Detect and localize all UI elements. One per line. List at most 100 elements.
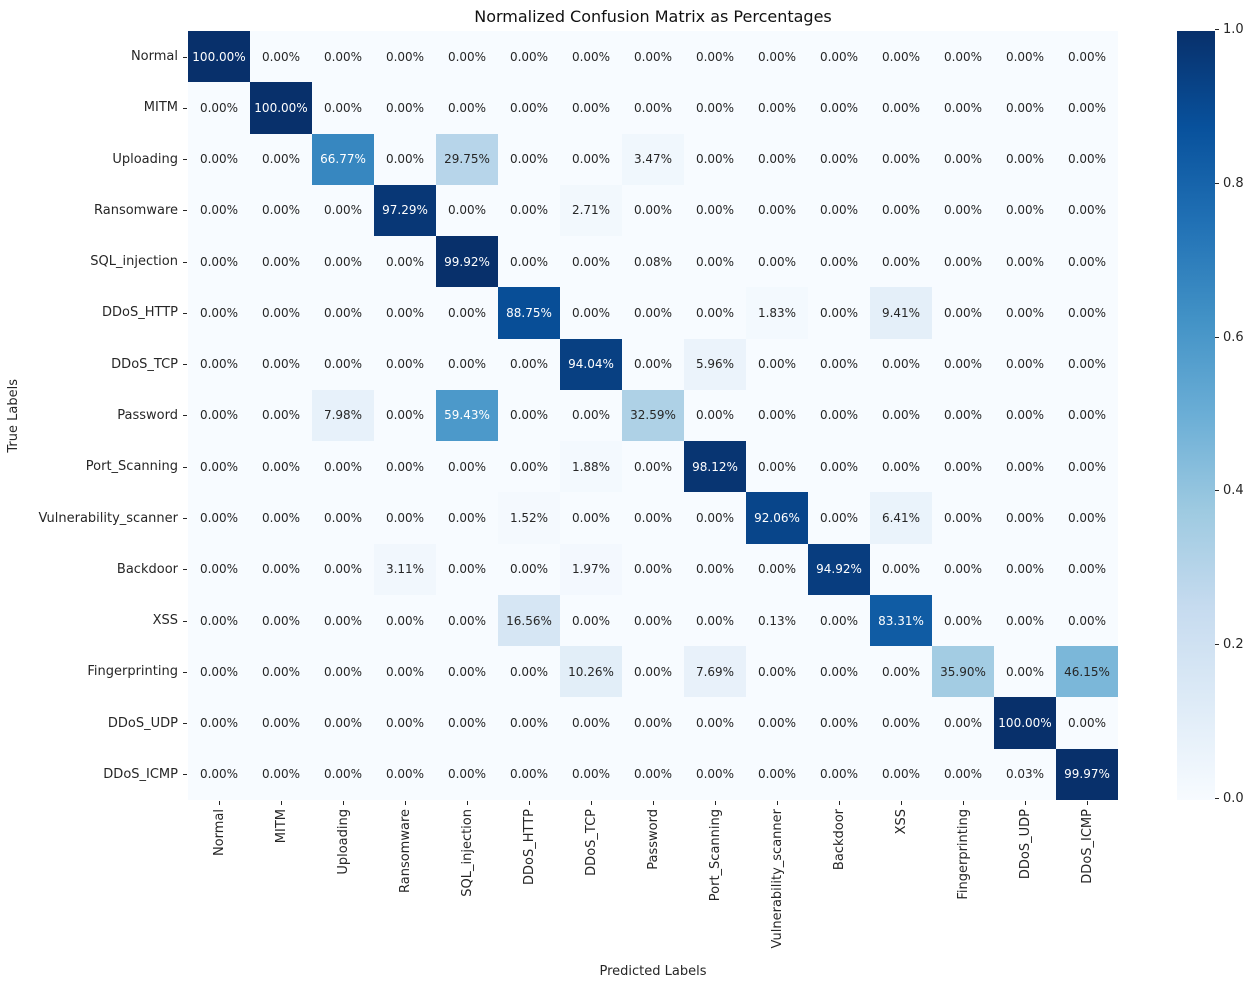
matrix-cell: 0.00% [250,184,312,237]
y-tick-label: SQL_injection [0,236,188,287]
matrix-cell: 0.00% [622,697,684,749]
matrix-cell: 0.00% [188,82,250,134]
matrix-cell: 0.00% [808,441,870,493]
matrix-cell: 0.00% [684,31,746,83]
matrix-cell: 0.00% [808,594,870,647]
x-tick-label: DDoS_UDP [994,800,1056,965]
matrix-cell: 0.00% [808,184,870,237]
matrix-cell: 0.00% [250,646,312,698]
matrix-cell: 0.00% [374,697,436,749]
matrix-cell: 0.00% [436,31,498,83]
y-tick-label: XSS [0,595,188,646]
matrix-cell: 0.00% [498,184,560,237]
matrix-cell: 0.00% [312,236,374,288]
matrix-cell: 0.00% [684,748,746,800]
matrix-cell: 0.00% [684,287,746,339]
matrix-cell: 5.96% [684,338,746,390]
matrix-cell: 0.00% [188,697,250,749]
matrix-cell: 0.00% [312,184,374,237]
matrix-cell: 0.00% [746,646,808,698]
matrix-cell: 0.00% [188,133,250,185]
matrix-cell: 0.00% [870,184,932,237]
matrix-cell: 0.00% [684,236,746,288]
colorbar-tick-text: 1.0 [1223,22,1244,37]
matrix-cell: 0.00% [870,441,932,493]
matrix-cell: 0.00% [746,133,808,185]
matrix-cell: 32.59% [622,389,684,442]
matrix-cell: 0.00% [994,389,1056,442]
y-tick-label: MITM [0,82,188,133]
matrix-cell: 0.00% [932,82,994,134]
matrix-cell: 0.00% [498,338,560,390]
x-tick-label: DDoS_HTTP [498,800,560,965]
matrix-cell: 0.00% [932,748,994,800]
matrix-cell: 0.00% [684,543,746,595]
matrix-cell: 0.00% [808,697,870,749]
y-tick-label: Ransomware [0,185,188,236]
colorbar-tick-mark [1215,336,1219,338]
x-axis-tick-labels: Normal MITM Uploading Ransomware SQL_injecti… [188,800,1118,965]
matrix-cell: 0.00% [870,543,932,595]
matrix-cell: 0.00% [250,287,312,339]
colorbar-tick-mark [1215,798,1219,799]
y-tick-label: Vulnerability_scanner [0,492,188,543]
matrix-cell: 83.31% [870,594,932,647]
matrix-cell: 0.00% [684,184,746,237]
matrix-cell: 0.00% [498,646,560,698]
x-tick-label: DDoS_ICMP [1056,800,1118,965]
matrix-cell: 0.00% [188,748,250,800]
matrix-cell: 0.00% [994,82,1056,134]
matrix-cell: 0.00% [870,697,932,749]
colorbar-tick: 0.8 [1215,176,1244,191]
colorbar-tick-mark [1215,182,1219,184]
matrix-cell: 0.00% [498,31,560,83]
matrix-cell: 92.06% [746,492,808,544]
colorbar-tick-text: 0.6 [1223,329,1244,345]
colorbar-tick-text: 0.4 [1223,483,1244,499]
matrix-cell: 9.41% [870,287,932,339]
matrix-cell: 0.00% [622,748,684,800]
matrix-cell: 0.00% [312,748,374,800]
x-tick-label: Ransomware [374,800,436,965]
matrix-cell: 98.12% [684,441,746,493]
matrix-cell: 0.00% [932,697,994,749]
colorbar-tick-mark [1215,644,1219,646]
matrix-cell: 0.03% [994,748,1056,800]
colorbar-tick: 0.2 [1215,637,1244,652]
x-axis-title: Predicted Labels [599,964,707,979]
matrix-cell: 0.00% [374,441,436,493]
matrix-cell: 0.00% [560,236,622,288]
matrix-cell: 0.00% [932,389,994,442]
matrix-cell: 0.00% [188,389,250,442]
matrix-cell: 0.08% [622,236,684,288]
matrix-cell: 7.69% [684,646,746,698]
matrix-cell: 0.00% [808,338,870,390]
matrix-cell: 0.00% [250,338,312,390]
colorbar-tick-labels: 1.0 0.8 0.6 0.4 0.2 0.0 [1215,22,1256,806]
matrix-cell: 0.00% [994,133,1056,185]
matrix-cell: 0.00% [374,236,436,288]
matrix-cell: 0.00% [994,338,1056,390]
y-axis-tick-labels: Normal MITM Uploading Ransomware SQL_injecti… [0,31,188,800]
y-tick-label: Port_Scanning [0,441,188,492]
matrix-cell: 0.00% [932,236,994,288]
matrix-cell: 0.00% [932,31,994,83]
matrix-cell: 16.56% [498,594,560,647]
matrix-cell: 0.00% [498,389,560,442]
matrix-cell: 0.00% [622,594,684,647]
matrix-cell: 35.90% [932,646,994,698]
matrix-cell: 0.00% [870,646,932,698]
matrix-cell: 0.00% [560,492,622,544]
matrix-cell: 0.00% [498,441,560,493]
y-tick-label: Normal [0,31,188,82]
matrix-cell: 0.00% [498,543,560,595]
matrix-cell: 0.00% [560,697,622,749]
matrix-cell: 0.00% [1056,389,1118,442]
matrix-cell: 0.00% [312,441,374,493]
matrix-cell: 0.00% [560,82,622,134]
colorbar-tick: 0.0 [1215,791,1244,806]
x-tick-label: SQL_injection [436,800,498,965]
matrix-cell: 0.00% [994,184,1056,237]
matrix-cell: 0.00% [250,133,312,185]
matrix-cell: 0.00% [808,31,870,83]
